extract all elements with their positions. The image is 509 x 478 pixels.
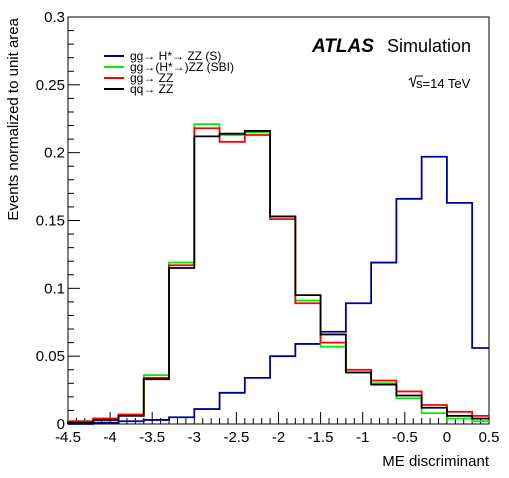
y-tick-label: 0.2	[44, 145, 65, 162]
series-line-2	[67, 127, 489, 424]
x-tick-label: -0.5	[392, 429, 418, 446]
x-tick-label: -3.5	[139, 429, 165, 446]
atlas-label: ATLAS	[311, 36, 374, 57]
x-tick-label: -3	[188, 429, 201, 446]
x-tick-label: 0	[443, 429, 451, 446]
energy-text: s=14 TeV	[416, 76, 471, 91]
series-group	[67, 123, 489, 425]
y-tick-label: 0	[57, 416, 65, 433]
x-tick-label: 0.5	[479, 429, 500, 446]
series-line-3	[67, 130, 489, 424]
y-tick-label: 0.1	[44, 280, 65, 297]
x-tick-label: -4.5	[55, 429, 81, 446]
x-tick-label: -4	[103, 429, 116, 446]
sqrt-symbol	[408, 75, 423, 88]
x-tick-label: -2	[272, 429, 285, 446]
y-axis-title: Events normalized to unit area	[5, 17, 22, 220]
legend-label-3: qq→ ZZ	[130, 82, 173, 96]
y-tick-label: 0.3	[44, 9, 65, 26]
energy-label: s=14 TeV	[408, 75, 471, 91]
y-tick-label: 0.25	[36, 77, 65, 94]
legend-label-0: gg→ H*→ ZZ (S)	[130, 49, 221, 63]
x-tick-label: -1	[356, 429, 369, 446]
x-axis-title: ME discriminant	[382, 453, 490, 470]
x-tick-label: -2.5	[223, 429, 249, 446]
y-tick-label: 0.15	[36, 213, 65, 230]
tick-labels: -4.5 -4 -3.5 -3 -2.5 -2 -1.5 -1 -0.5 0 0.5 0 0.05 0.1…	[36, 9, 500, 446]
y-tick-label: 0.05	[36, 348, 65, 365]
legend-label-1: gg→(H*→)ZZ (SBI)	[130, 60, 234, 74]
series-line-1	[67, 123, 489, 424]
legend: gg→ H*→ ZZ (S)gg→(H*→)ZZ (SBI)gg→ ZZqq→ …	[104, 49, 234, 96]
legend-label-2: gg→ ZZ	[130, 71, 173, 85]
x-tick-label: -1.5	[308, 429, 334, 446]
simulation-label: Simulation	[387, 36, 471, 56]
series-line-0	[68, 155, 489, 425]
